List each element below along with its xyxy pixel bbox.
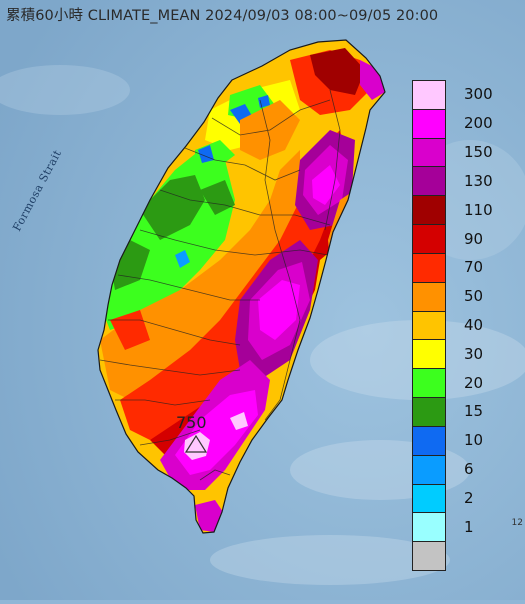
max-value-label: 750 bbox=[176, 413, 207, 432]
legend-swatch bbox=[412, 425, 446, 456]
legend-label: 6 bbox=[464, 460, 474, 479]
legend-label: 130 bbox=[464, 171, 493, 190]
legend-label: 110 bbox=[464, 200, 493, 219]
legend-swatch bbox=[412, 252, 446, 283]
legend-label: 15 bbox=[464, 402, 484, 421]
legend-swatch bbox=[412, 195, 446, 226]
coastline bbox=[97, 39, 386, 534]
legend-label: 10 bbox=[464, 431, 484, 450]
legend-label: 20 bbox=[464, 373, 484, 392]
legend-label: 90 bbox=[464, 229, 484, 248]
legend-swatch bbox=[412, 80, 446, 110]
legend-label: 70 bbox=[464, 258, 484, 277]
legend-swatch bbox=[412, 137, 446, 168]
legend-label: 30 bbox=[464, 344, 484, 363]
max-marker-icon bbox=[184, 434, 208, 453]
legend-swatch bbox=[412, 368, 446, 399]
legend: 300 200 150 130 110 90 70 50 40 30 20 15 10 6 2 1 bbox=[412, 80, 502, 571]
edge-tick: 12 bbox=[511, 518, 523, 528]
legend-label: 50 bbox=[464, 287, 484, 306]
legend-label: 2 bbox=[464, 488, 474, 507]
legend-swatch bbox=[412, 339, 446, 370]
legend-swatch bbox=[412, 454, 446, 485]
legend-label: 200 bbox=[464, 114, 493, 133]
legend-swatch bbox=[412, 483, 446, 514]
legend-swatch bbox=[412, 310, 446, 341]
legend-label: 1 bbox=[464, 517, 474, 536]
legend-label: 150 bbox=[464, 143, 493, 162]
legend-swatch bbox=[412, 541, 446, 571]
legend-label: 40 bbox=[464, 316, 484, 334]
legend-swatch bbox=[412, 108, 446, 139]
legend-swatch bbox=[412, 281, 446, 312]
legend-swatch bbox=[412, 224, 446, 254]
legend-label: 300 bbox=[464, 85, 493, 104]
county-boundaries bbox=[99, 89, 341, 481]
legend-swatch bbox=[412, 166, 446, 197]
legend-swatch bbox=[412, 512, 446, 543]
map-title: 累積60小時 CLIMATE_MEAN 2024/09/03 08:00~09/… bbox=[6, 8, 439, 24]
legend-swatch bbox=[412, 397, 446, 427]
